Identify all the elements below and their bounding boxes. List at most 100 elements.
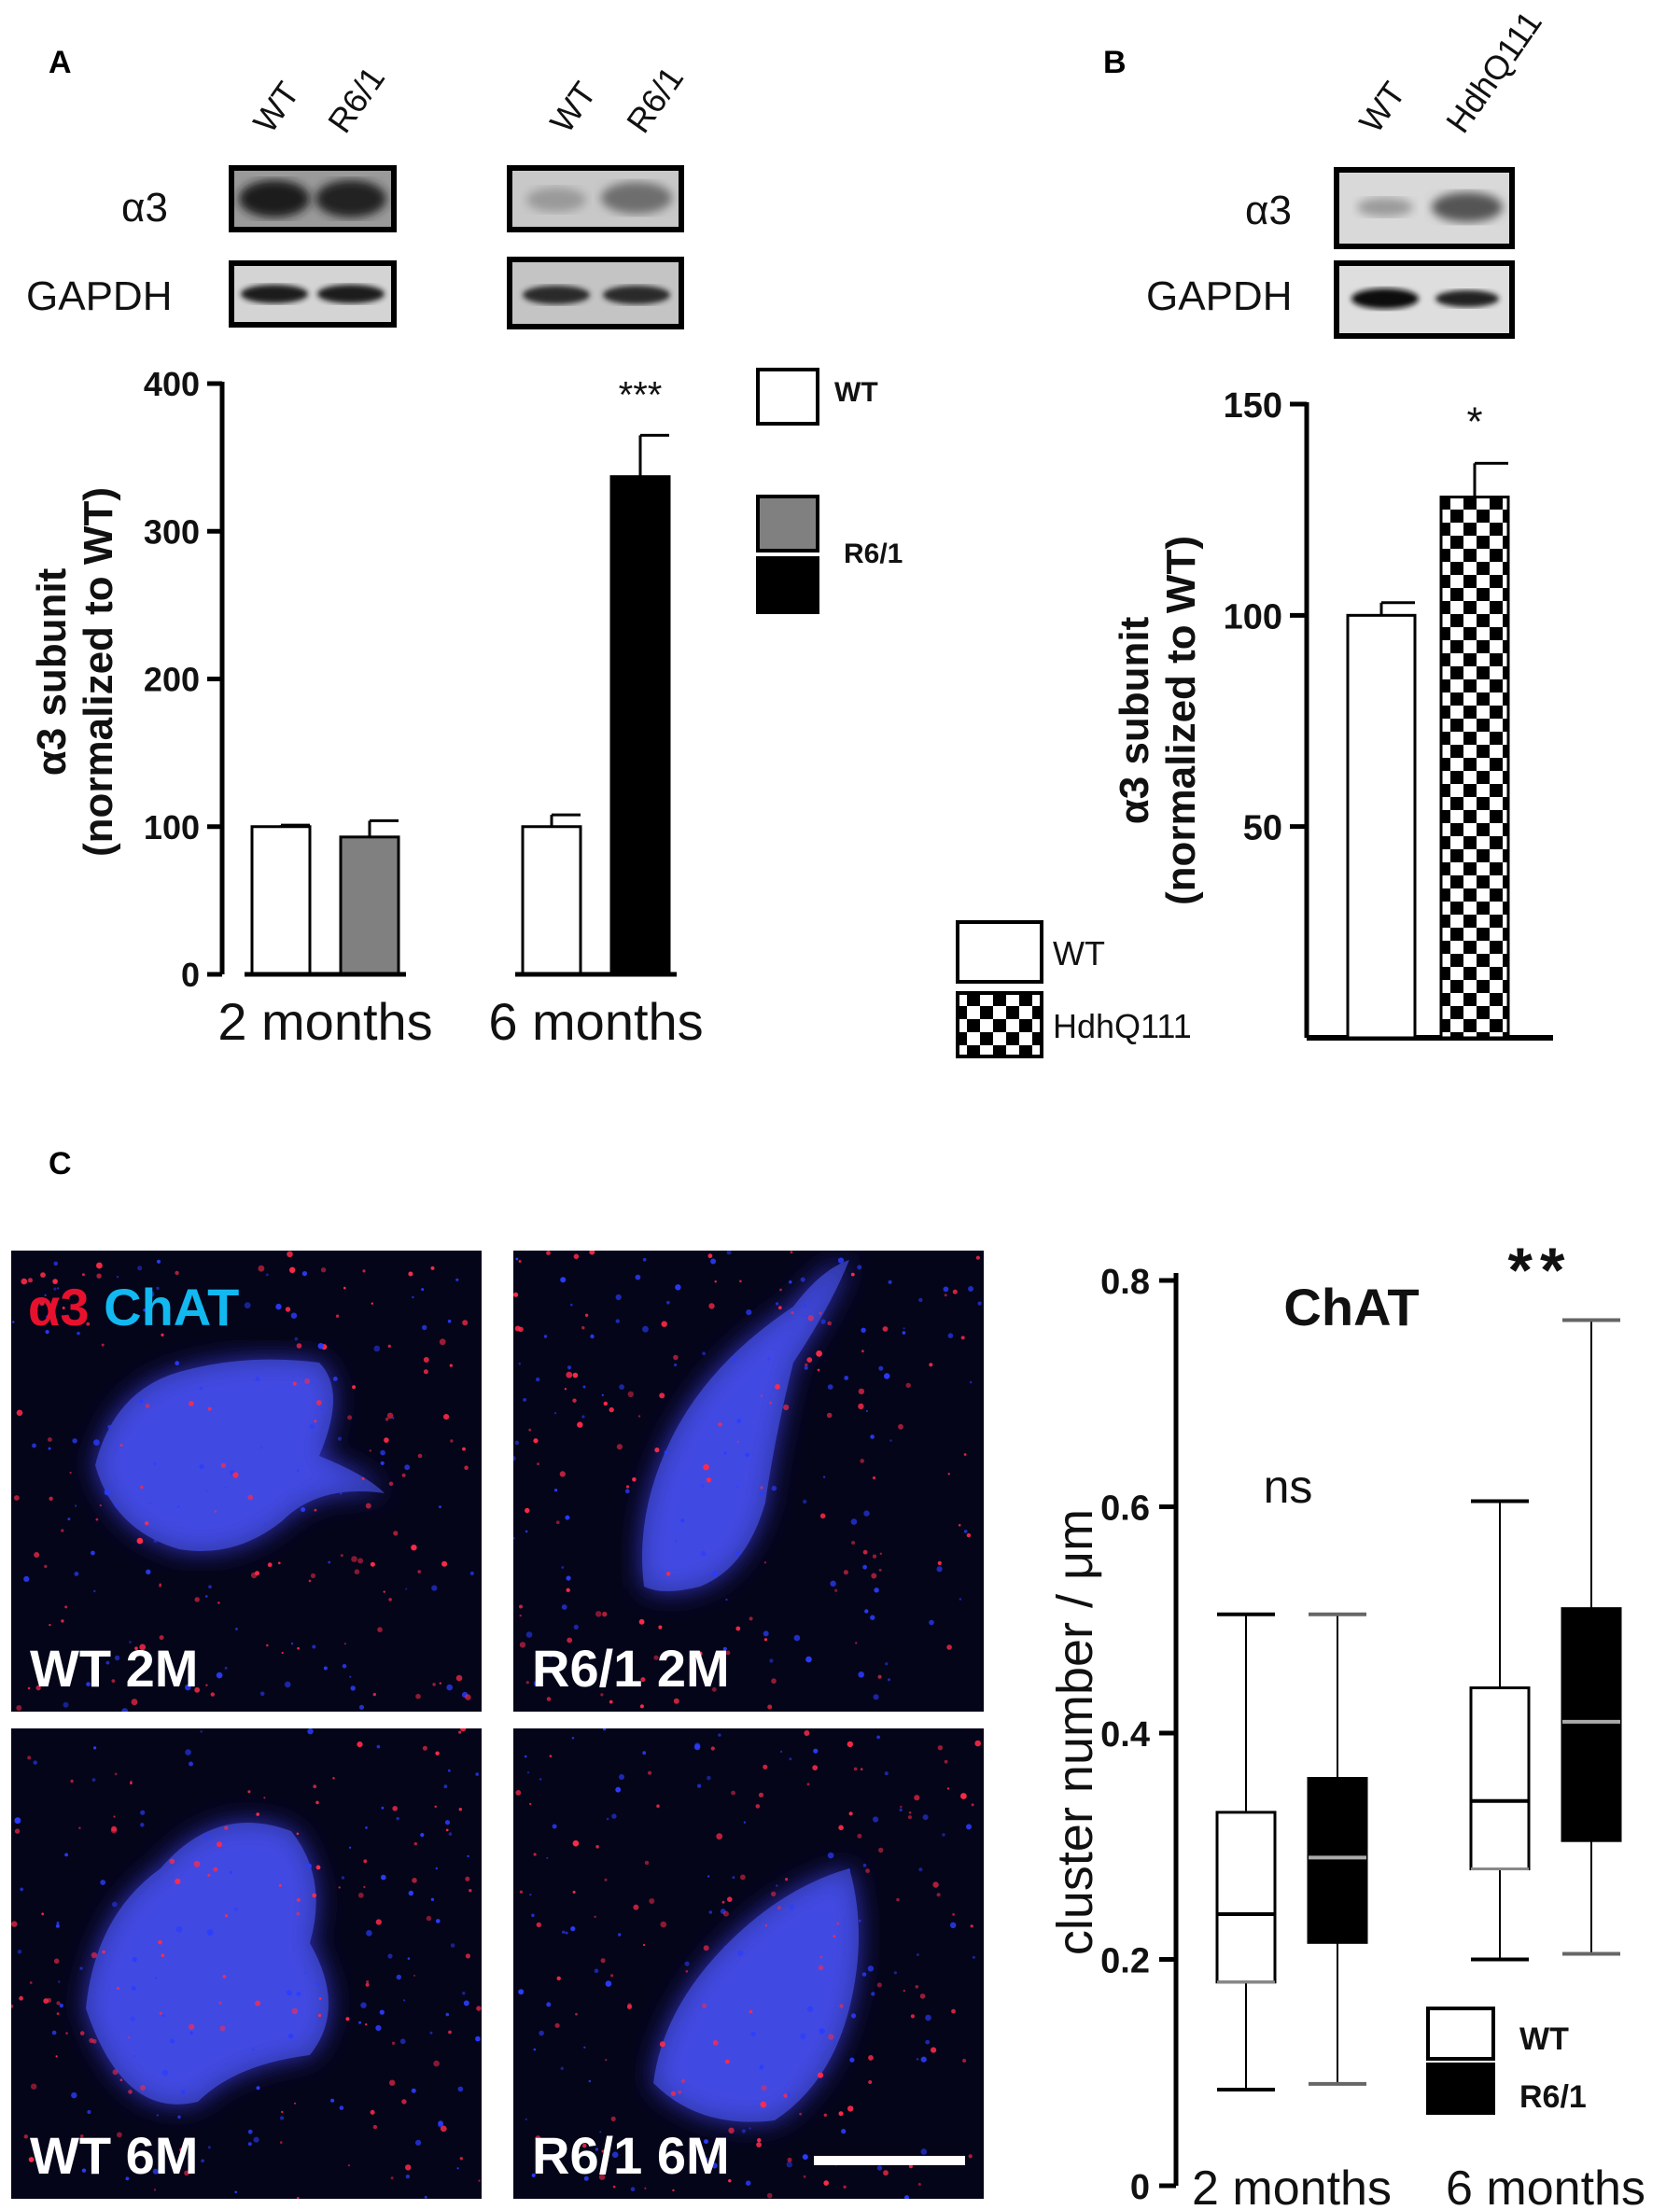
puncta xyxy=(962,2059,967,2063)
puncta xyxy=(893,1971,897,1975)
puncta xyxy=(130,1782,133,1784)
puncta xyxy=(464,1465,469,1470)
puncta xyxy=(420,1833,425,1838)
puncta xyxy=(632,1477,637,1482)
puncta xyxy=(341,1876,345,1880)
puncta xyxy=(559,1471,566,1477)
puncta xyxy=(567,1365,572,1370)
puncta xyxy=(903,1989,905,1993)
chart-b-legend: WT HdhQ111 xyxy=(956,920,1192,1058)
puncta xyxy=(117,2132,122,2138)
puncta xyxy=(712,1571,718,1576)
puncta xyxy=(519,1642,526,1648)
puncta xyxy=(937,1560,942,1565)
puncta xyxy=(678,2090,682,2094)
blot-a-strip-gapdh-2m xyxy=(229,260,397,328)
puncta xyxy=(806,2006,814,2012)
puncta xyxy=(222,1975,227,1979)
blot-a-lane-1: WT xyxy=(245,75,307,139)
puncta xyxy=(176,1505,180,1508)
puncta xyxy=(224,1666,228,1670)
puncta xyxy=(189,1761,193,1767)
puncta xyxy=(296,1832,300,1836)
puncta xyxy=(189,1674,193,1678)
puncta xyxy=(776,1302,779,1306)
puncta xyxy=(769,1401,773,1405)
puncta xyxy=(363,1859,368,1864)
puncta xyxy=(777,1906,781,1910)
puncta xyxy=(34,1552,40,1558)
puncta xyxy=(252,2048,255,2051)
puncta xyxy=(290,1312,298,1319)
puncta xyxy=(594,1915,596,1918)
puncta xyxy=(960,1336,965,1340)
puncta xyxy=(101,1343,105,1347)
puncta xyxy=(728,2179,732,2183)
puncta xyxy=(870,1615,875,1620)
puncta xyxy=(27,1686,31,1690)
puncta xyxy=(867,1965,875,1972)
puncta xyxy=(312,1490,315,1492)
puncta xyxy=(439,1682,441,1685)
puncta xyxy=(156,1259,161,1264)
puncta xyxy=(256,1812,260,1816)
puncta xyxy=(40,1272,46,1278)
legend-a-wt: WT xyxy=(834,377,878,408)
puncta xyxy=(566,1588,570,1592)
puncta xyxy=(602,1728,607,1731)
puncta xyxy=(851,1541,856,1545)
puncta xyxy=(714,1280,717,1283)
puncta xyxy=(56,2012,60,2016)
puncta xyxy=(870,1434,875,1439)
puncta xyxy=(728,2127,735,2133)
puncta xyxy=(539,1778,542,1781)
puncta xyxy=(783,2093,788,2098)
puncta xyxy=(963,1453,967,1456)
y-tick-label: 0.4 xyxy=(1100,1715,1150,1755)
puncta xyxy=(969,1380,973,1384)
puncta xyxy=(843,1570,848,1575)
puncta xyxy=(199,1386,203,1391)
puncta xyxy=(207,2146,211,2149)
puncta xyxy=(114,1655,120,1661)
puncta xyxy=(413,1974,415,1977)
puncta xyxy=(562,1930,566,1934)
puncta xyxy=(375,1919,382,1925)
puncta xyxy=(974,1740,981,1747)
puncta xyxy=(33,1760,37,1765)
puncta xyxy=(763,1764,768,1769)
puncta xyxy=(819,2028,825,2035)
puncta xyxy=(637,1415,641,1418)
puncta xyxy=(600,1958,606,1964)
puncta xyxy=(848,1811,853,1816)
puncta xyxy=(351,1556,357,1562)
puncta xyxy=(735,1550,740,1556)
puncta xyxy=(320,1407,324,1411)
puncta xyxy=(159,1635,164,1641)
puncta xyxy=(332,1377,338,1381)
puncta xyxy=(224,1322,227,1324)
puncta xyxy=(757,2138,762,2143)
puncta xyxy=(234,2190,237,2194)
puncta xyxy=(130,2016,135,2021)
puncta xyxy=(929,1619,934,1626)
puncta xyxy=(888,1678,890,1682)
puncta xyxy=(862,1863,867,1867)
puncta xyxy=(916,1953,919,1956)
puncta xyxy=(193,1860,201,1867)
puncta xyxy=(572,1398,577,1403)
puncta xyxy=(803,1304,807,1308)
puncta xyxy=(803,2175,806,2178)
puncta xyxy=(119,1444,123,1447)
y-axis-label-line1: α3 subunit xyxy=(1112,616,1157,824)
puncta xyxy=(789,1280,792,1284)
puncta xyxy=(265,1273,269,1277)
puncta xyxy=(279,2141,283,2144)
y-axis-label: α3 subunit(normalized to WT) xyxy=(1112,536,1204,905)
puncta xyxy=(448,2030,452,2035)
puncta xyxy=(58,1980,61,1983)
puncta xyxy=(619,1384,624,1391)
puncta xyxy=(175,1878,181,1884)
puncta xyxy=(140,1485,144,1490)
puncta xyxy=(944,1294,947,1297)
